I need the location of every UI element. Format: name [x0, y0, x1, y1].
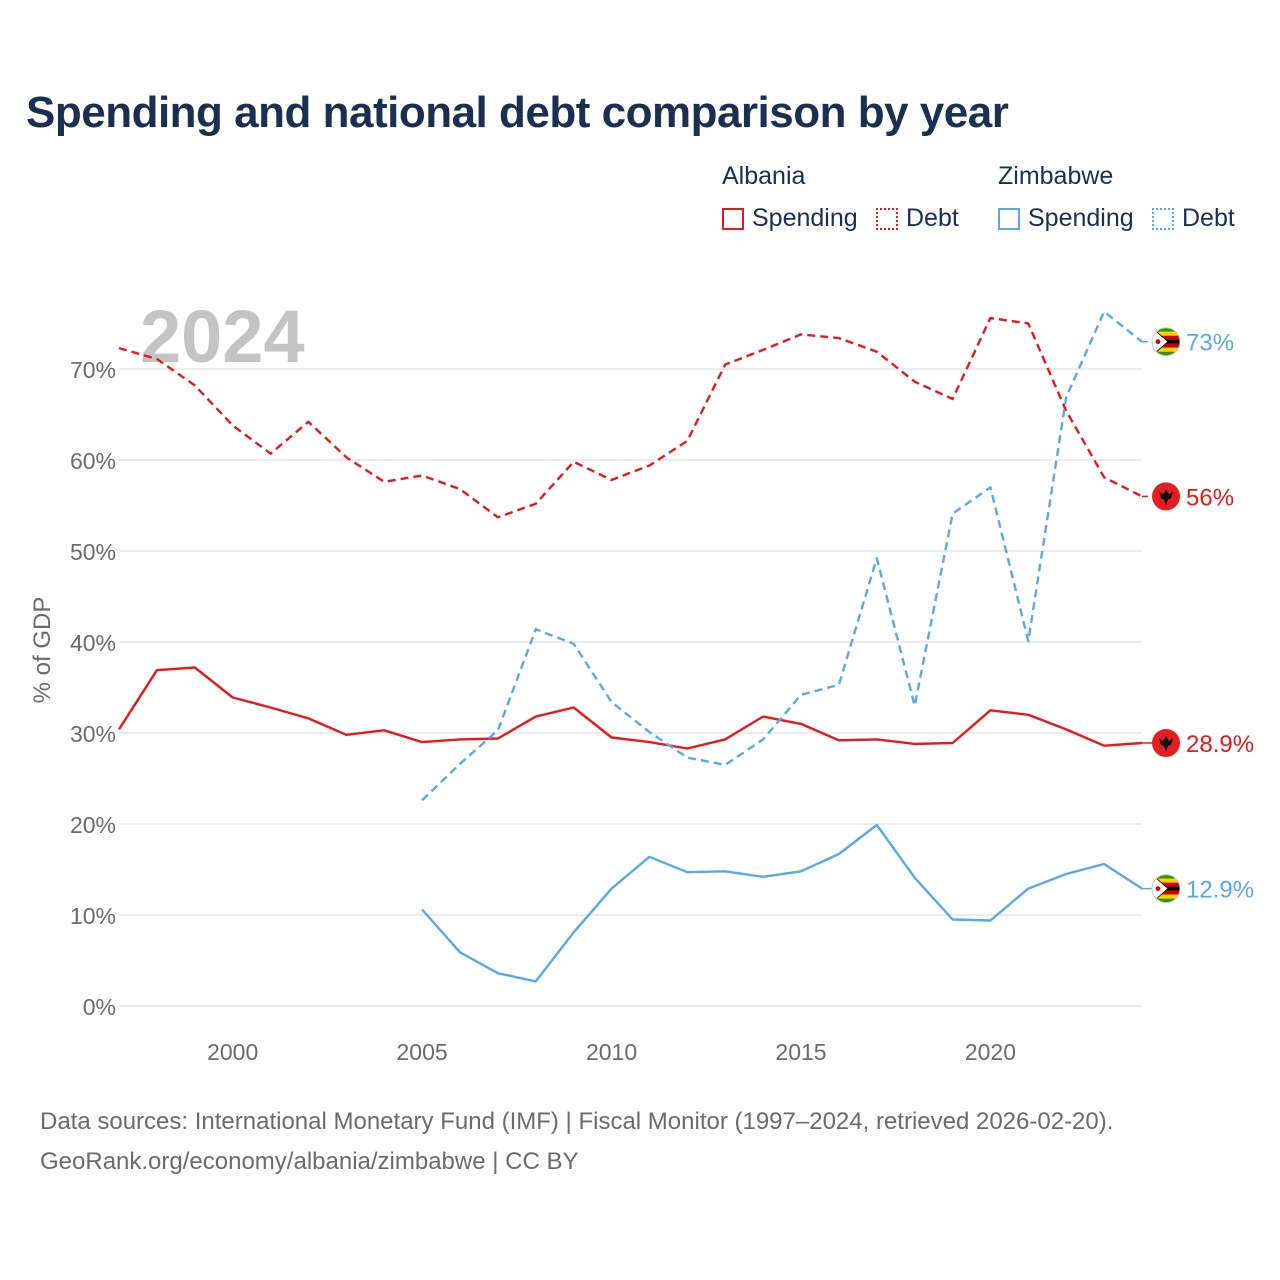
end-value-label: 56%: [1186, 484, 1234, 511]
flag-stripe: [1152, 874, 1180, 879]
series-line-zimbabwe-debt[interactable]: [421, 310, 1143, 802]
flag-border: [1151, 874, 1181, 904]
legend-albania: Albania Spending Debt: [722, 162, 982, 242]
x-tick-label: 2010: [586, 1039, 637, 1065]
albania-flag-icon: [1152, 729, 1180, 758]
series-line-albania-spending[interactable]: [117, 666, 1143, 750]
y-axis-label: % of GDP: [29, 597, 56, 704]
legend-zimbabwe-spending[interactable]: Spending: [998, 204, 1134, 233]
flag-stripe: [1152, 894, 1180, 899]
zimbabwe-flag-icon: [1151, 874, 1181, 904]
end-value-label: 73%: [1186, 330, 1234, 357]
flag-border: [1151, 327, 1181, 357]
legend-swatch-dotted: [876, 207, 898, 230]
flag-stripe: [1152, 343, 1180, 348]
x-tick-label: 2015: [775, 1039, 826, 1065]
legend-swatch-solid: [998, 207, 1020, 230]
legend-country-zimbabwe: Zimbabwe: [998, 162, 1114, 190]
chart-title: Spending and national debt comparison by…: [26, 88, 1009, 137]
flag-stripe: [1152, 890, 1180, 895]
x-tick-label: 2020: [965, 1039, 1016, 1065]
flag-stripe: [1152, 898, 1180, 903]
footer-source: Data sources: International Monetary Fun…: [40, 1108, 1114, 1135]
flag-stripe: [1152, 878, 1180, 883]
flag-field: [1152, 327, 1180, 356]
legend-albania-debt[interactable]: Debt: [876, 204, 959, 233]
series-line-albania-debt[interactable]: [118, 316, 1143, 519]
flag-stripe: [1152, 335, 1180, 340]
y-tick-label: 50%: [70, 539, 116, 565]
y-tick-label: 20%: [70, 812, 116, 838]
legend-label: Spending: [752, 204, 858, 232]
legend-zimbabwe: Zimbabwe Spending Debt: [998, 162, 1268, 242]
y-tick-label: 10%: [70, 903, 116, 929]
legend-country-albania: Albania: [722, 162, 806, 190]
flag-stripe: [1152, 327, 1180, 332]
end-value-label: 28.9%: [1186, 731, 1254, 758]
star-icon: [1155, 339, 1161, 345]
legend-albania-spending[interactable]: Spending: [722, 204, 858, 233]
flag-field: [1152, 874, 1180, 903]
x-tick-label: 2000: [207, 1039, 258, 1065]
x-tick-label: 2005: [397, 1039, 448, 1065]
line-chart: 2024 0% 10% 20% 30% 40% 50% 60% 70% 2000 2005 201…: [29, 295, 1254, 1065]
flag-stripe: [1152, 351, 1180, 356]
y-tick-label: 70%: [70, 357, 116, 383]
year-watermark: 2024: [140, 295, 305, 378]
footer-link[interactable]: GeoRank.org/economy/albania/zimbabwe | C…: [40, 1148, 579, 1175]
series-line-zimbabwe-spending[interactable]: [421, 823, 1143, 983]
flag-stripe: [1152, 331, 1180, 336]
flag-stripe: [1152, 882, 1180, 887]
legend-swatch-dotted: [1152, 207, 1174, 230]
albania-flag-icon: [1152, 482, 1180, 511]
star-icon: [1155, 886, 1161, 892]
end-value-label: 12.9%: [1186, 877, 1254, 904]
y-tick-label: 60%: [70, 448, 116, 474]
legend-zimbabwe-debt[interactable]: Debt: [1152, 204, 1235, 233]
eagle-icon: [1159, 736, 1173, 753]
y-tick-label: 40%: [70, 630, 116, 656]
eagle-icon: [1159, 489, 1173, 506]
legend-label: Spending: [1028, 204, 1134, 232]
y-tick-label: 30%: [70, 721, 116, 747]
flag-stripe: [1152, 347, 1180, 352]
y-tick-label: 0%: [83, 994, 116, 1020]
legend-label: Debt: [1182, 204, 1235, 232]
zimbabwe-flag-icon: [1151, 327, 1181, 357]
legend-swatch-solid: [722, 207, 744, 230]
legend-label: Debt: [906, 204, 959, 232]
